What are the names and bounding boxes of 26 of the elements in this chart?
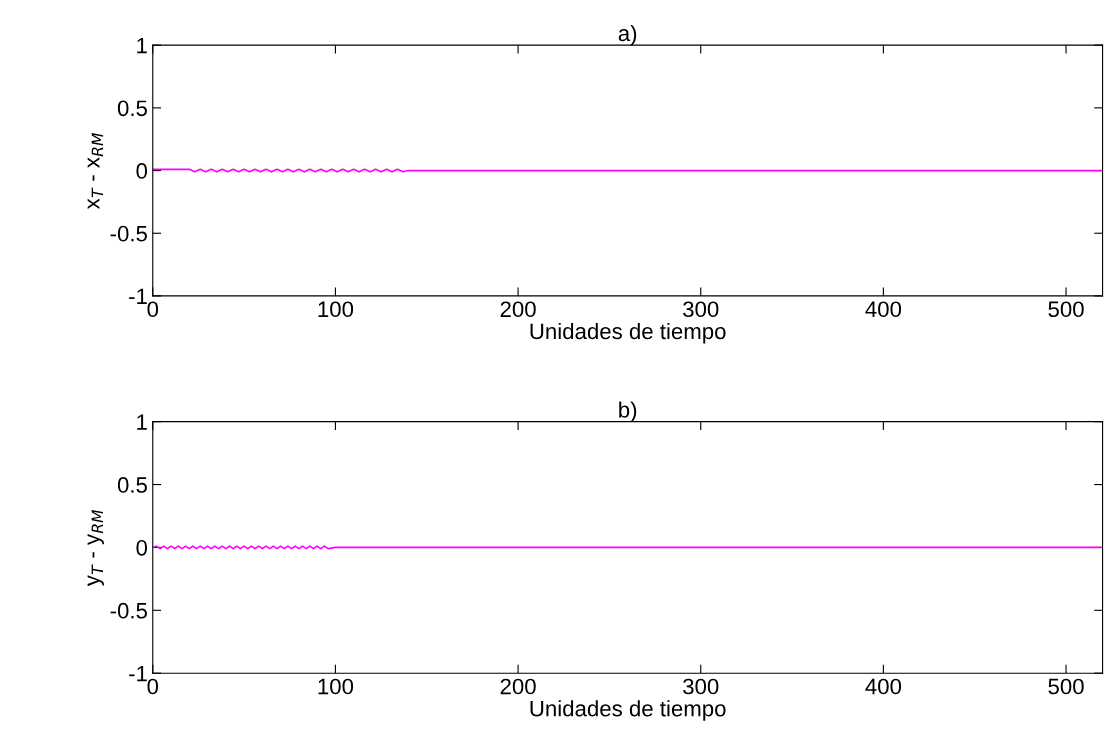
- x-tick-label: 500: [1048, 678, 1084, 695]
- x-axis-title: Unidades de tiempo: [530, 322, 726, 344]
- y-tick-label: -0.5: [110, 225, 147, 242]
- y-tick-label: 0.5: [117, 100, 147, 117]
- y-axis-title: x$_{T}$ - x$_{RM}$: [87, 133, 104, 210]
- chart-title: b): [619, 401, 637, 423]
- y-tick-label: 0: [136, 163, 148, 179]
- y-tick-label: 1: [137, 414, 147, 430]
- x-tick-label: 400: [865, 301, 902, 318]
- y-axis-title: y$_{T}$ - y$_{RM}$: [87, 509, 104, 587]
- x-tick-label: 100: [318, 678, 354, 695]
- x-tick-label: 100: [318, 301, 354, 318]
- y-tick-label: 0: [136, 539, 148, 556]
- y-tick-label: -0.5: [110, 602, 147, 619]
- y-tick-label: -1: [129, 288, 147, 304]
- x-tick-label: 200: [500, 301, 536, 318]
- x-tick-label: 300: [683, 301, 719, 318]
- y-tick-label: 1: [137, 37, 147, 54]
- y-tick-label: 0.5: [117, 477, 147, 493]
- x-tick-label: 300: [683, 678, 719, 695]
- x-axis-title: Unidades de tiempo: [530, 700, 726, 721]
- chart-title: a): [618, 24, 637, 46]
- y-tick-label: -1: [129, 665, 147, 682]
- x-tick-label: 400: [865, 678, 902, 695]
- x-tick-label: 200: [500, 678, 536, 695]
- x-tick-label: 500: [1048, 301, 1084, 318]
